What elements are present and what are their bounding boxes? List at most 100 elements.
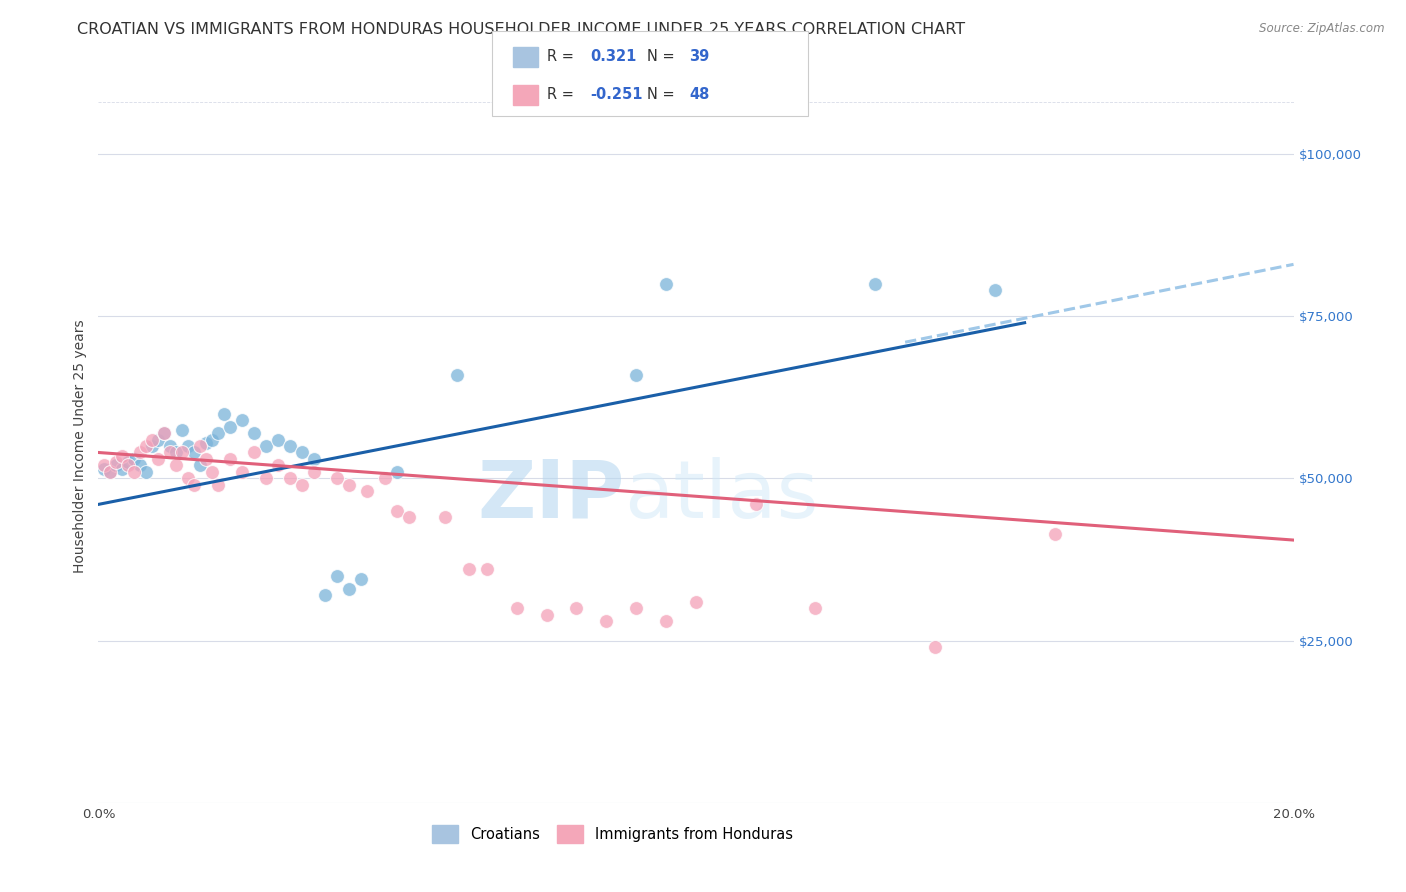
Point xyxy=(655,277,678,291)
Point xyxy=(135,439,157,453)
Point xyxy=(117,458,139,473)
Point xyxy=(207,425,229,440)
Point xyxy=(458,562,481,576)
Point xyxy=(804,601,827,615)
Point xyxy=(98,465,122,479)
Point xyxy=(278,439,301,453)
Point xyxy=(148,433,170,447)
Legend: Croatians, Immigrants from Honduras: Croatians, Immigrants from Honduras xyxy=(426,820,799,849)
Point xyxy=(506,601,529,615)
Point xyxy=(626,368,648,382)
Point xyxy=(326,471,349,485)
Text: R =: R = xyxy=(547,87,578,102)
Point xyxy=(385,504,409,518)
Point xyxy=(302,452,325,467)
Point xyxy=(291,445,314,459)
Point xyxy=(165,458,187,473)
Point xyxy=(315,588,337,602)
Text: CROATIAN VS IMMIGRANTS FROM HONDURAS HOUSEHOLDER INCOME UNDER 25 YEARS CORRELATI: CROATIAN VS IMMIGRANTS FROM HONDURAS HOU… xyxy=(77,22,966,37)
Point xyxy=(626,601,648,615)
Point xyxy=(148,452,170,467)
Point xyxy=(254,439,277,453)
Point xyxy=(475,562,498,576)
Point xyxy=(446,368,468,382)
Point xyxy=(153,425,176,440)
Point xyxy=(124,452,146,467)
Point xyxy=(195,452,218,467)
Text: -0.251: -0.251 xyxy=(591,87,643,102)
Point xyxy=(195,435,218,450)
Point xyxy=(172,423,194,437)
Point xyxy=(1043,526,1066,541)
Point xyxy=(434,510,457,524)
Point xyxy=(278,471,301,485)
Text: N =: N = xyxy=(647,49,679,64)
Point xyxy=(159,445,181,459)
Point xyxy=(105,455,128,469)
Point xyxy=(172,445,194,459)
Point xyxy=(243,425,266,440)
Text: N =: N = xyxy=(647,87,679,102)
Point xyxy=(188,458,211,473)
Point xyxy=(212,407,235,421)
Point xyxy=(356,484,378,499)
Point xyxy=(655,614,678,628)
Y-axis label: Householder Income Under 25 years: Householder Income Under 25 years xyxy=(73,319,87,573)
Point xyxy=(129,445,152,459)
Text: ZIP: ZIP xyxy=(477,457,624,535)
Point xyxy=(93,461,115,475)
Point xyxy=(165,445,187,459)
Text: 0.321: 0.321 xyxy=(591,49,637,64)
Text: 39: 39 xyxy=(689,49,709,64)
Point xyxy=(207,478,229,492)
Point xyxy=(124,465,146,479)
Point xyxy=(398,510,420,524)
Text: Source: ZipAtlas.com: Source: ZipAtlas.com xyxy=(1260,22,1385,36)
Point xyxy=(201,465,224,479)
Point xyxy=(536,607,558,622)
Point xyxy=(98,465,122,479)
Point xyxy=(183,478,205,492)
Point xyxy=(291,478,314,492)
Point xyxy=(685,595,707,609)
Point xyxy=(339,478,361,492)
Point xyxy=(924,640,946,654)
Point xyxy=(267,458,290,473)
Point xyxy=(111,461,134,475)
Point xyxy=(385,465,409,479)
Text: R =: R = xyxy=(547,49,578,64)
Point xyxy=(177,471,200,485)
Point xyxy=(231,465,253,479)
Point xyxy=(159,439,181,453)
Point xyxy=(339,582,361,596)
Point xyxy=(254,471,277,485)
Point xyxy=(565,601,588,615)
Point xyxy=(153,425,176,440)
Point xyxy=(201,433,224,447)
Point xyxy=(177,439,200,453)
Point xyxy=(219,419,242,434)
Text: atlas: atlas xyxy=(624,457,818,535)
Point xyxy=(865,277,887,291)
Point xyxy=(326,568,349,582)
Point xyxy=(188,439,211,453)
Point xyxy=(93,458,115,473)
Point xyxy=(135,465,157,479)
Point xyxy=(350,572,373,586)
Point xyxy=(745,497,768,511)
Point xyxy=(129,458,152,473)
Point xyxy=(302,465,325,479)
Point xyxy=(219,452,242,467)
Text: 48: 48 xyxy=(689,87,709,102)
Point xyxy=(117,455,139,469)
Point xyxy=(984,283,1007,297)
Point xyxy=(111,449,134,463)
Point xyxy=(183,445,205,459)
Point xyxy=(243,445,266,459)
Point xyxy=(105,458,128,473)
Point xyxy=(141,439,163,453)
Point xyxy=(267,433,290,447)
Point xyxy=(595,614,617,628)
Point xyxy=(231,413,253,427)
Point xyxy=(141,433,163,447)
